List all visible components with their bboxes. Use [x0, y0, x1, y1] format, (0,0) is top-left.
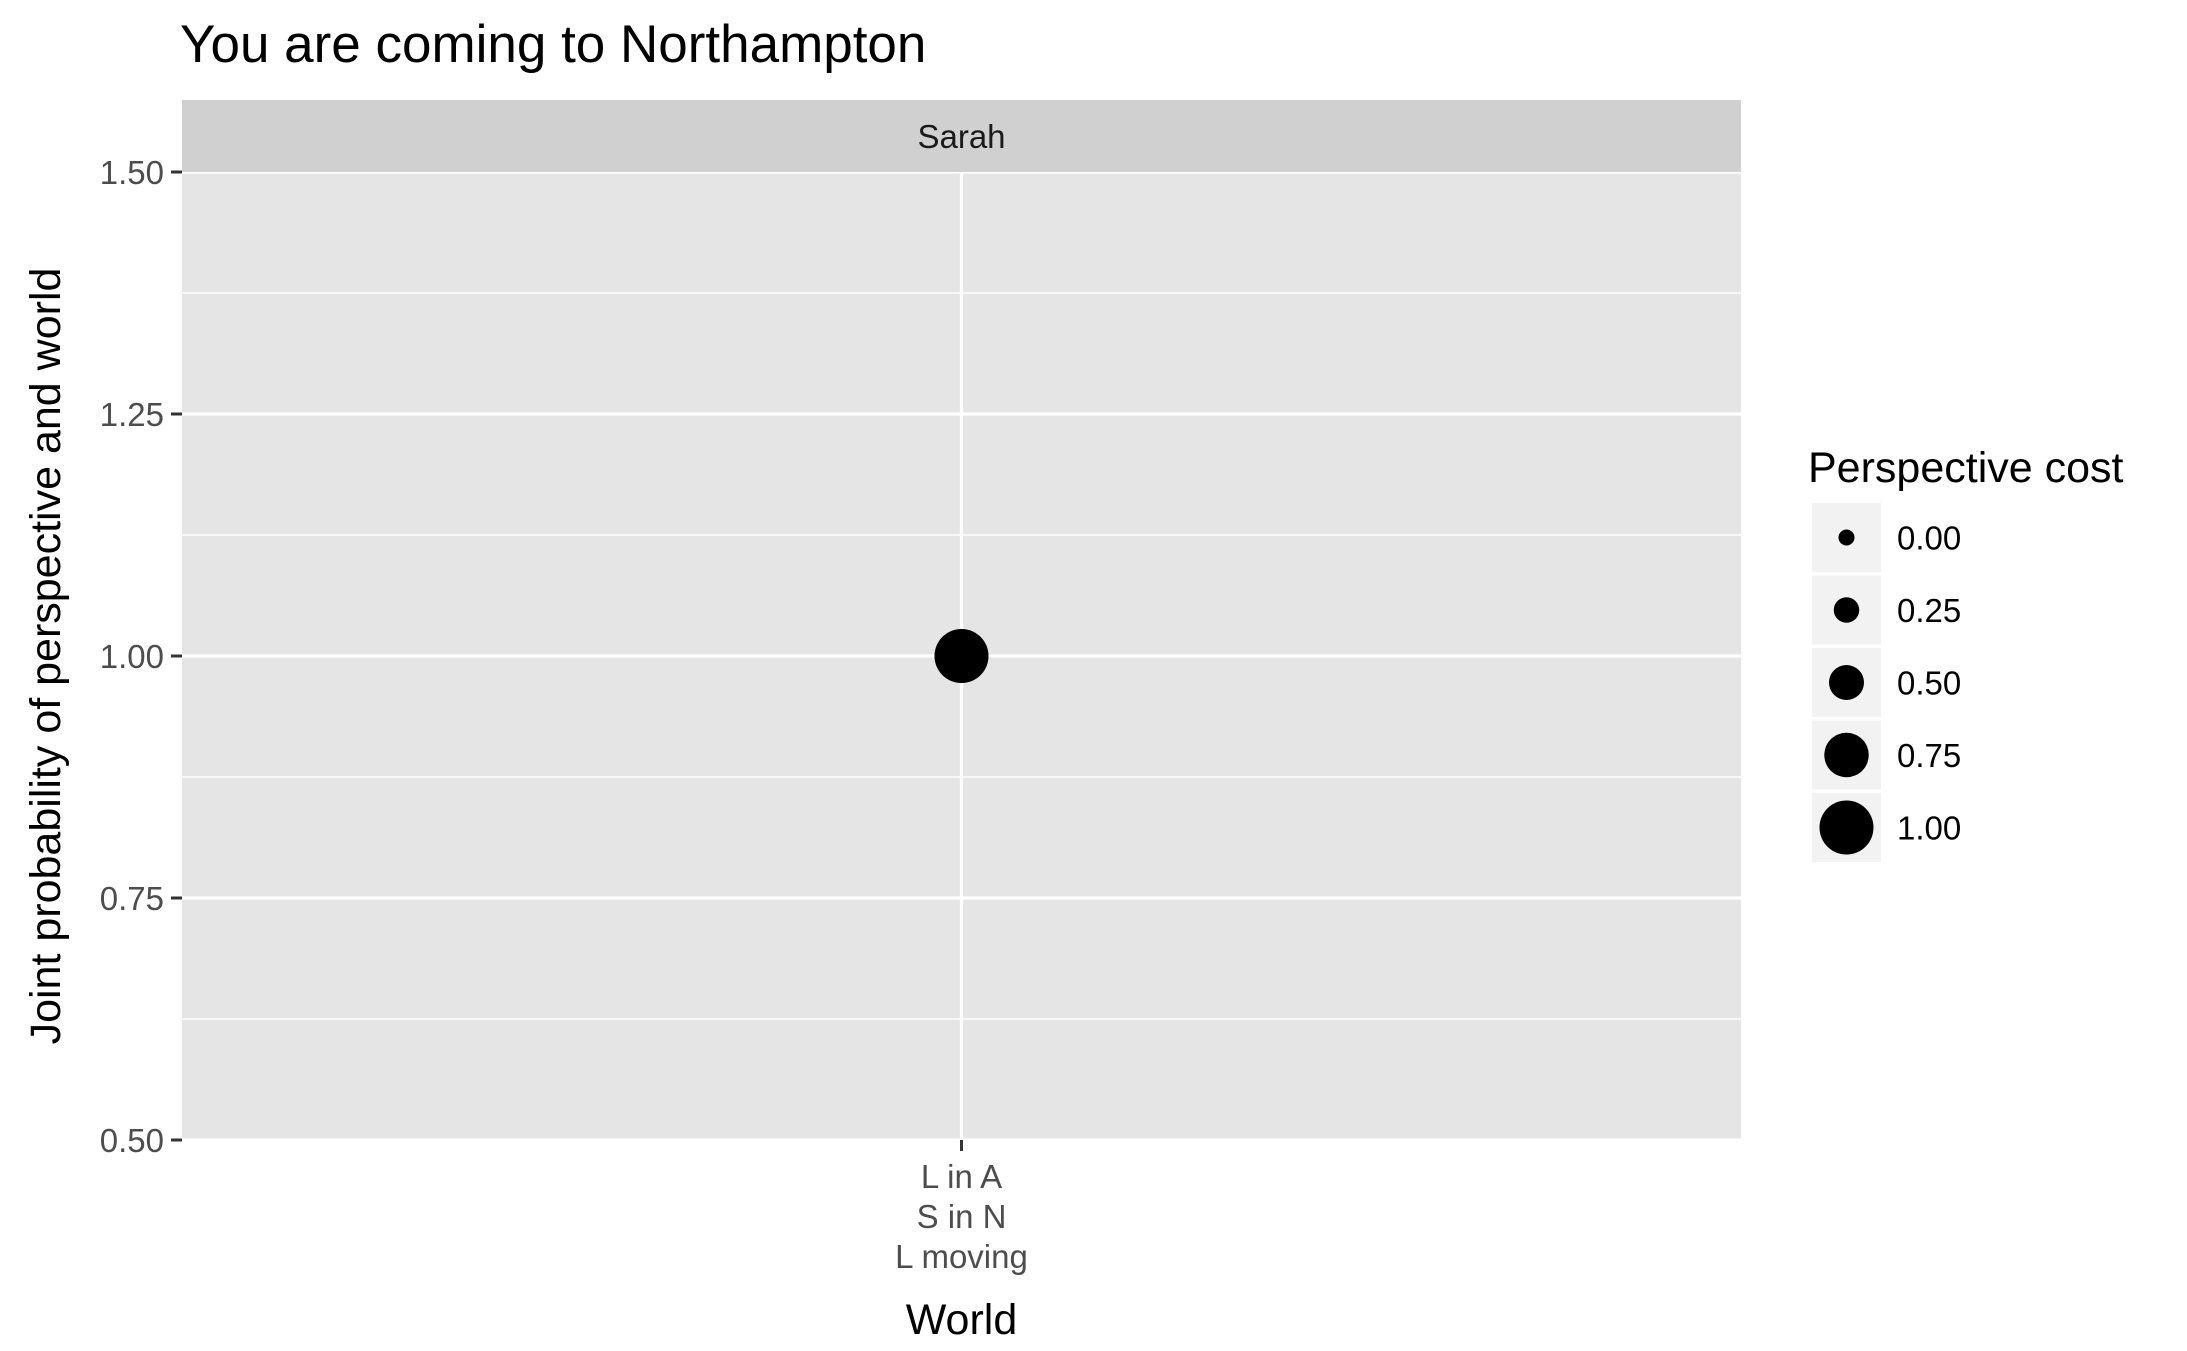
y-tick-label: 1.50	[100, 154, 164, 191]
chart-title: You are coming to Northampton	[180, 15, 926, 74]
legend-key-point	[1819, 800, 1874, 855]
legend-title: Perspective cost	[1808, 444, 2124, 492]
facet-strip	[182, 100, 1741, 172]
legend-key-point	[1838, 529, 1855, 546]
legend: Perspective cost 0.00 0.25 0.50 0.75 1.00	[1808, 444, 2124, 862]
y-tick-label: 0.50	[100, 1122, 164, 1159]
data-points	[934, 629, 989, 683]
legend-label: 0.75	[1897, 737, 1961, 774]
data-point	[934, 629, 989, 683]
legend-key-point	[1829, 665, 1864, 700]
y-tick-label: 0.75	[100, 880, 164, 917]
legend-label: 1.00	[1897, 810, 1961, 847]
x-axis-title: World	[906, 1296, 1018, 1344]
y-tick-label: 1.00	[100, 638, 164, 675]
legend-key-point	[1833, 597, 1860, 623]
legend-label: 0.50	[1897, 665, 1961, 702]
facet-strip-label: Sarah	[917, 118, 1005, 155]
y-axis-title: Joint probability of perspective and wor…	[22, 268, 70, 1045]
y-axis: 0.50 0.75 1.00 1.25 1.50	[100, 154, 182, 1159]
legend-key-point	[1824, 732, 1869, 778]
y-tick-label: 1.25	[100, 396, 164, 433]
legend-label: 0.00	[1897, 520, 1961, 557]
legend-label: 0.25	[1897, 592, 1961, 629]
